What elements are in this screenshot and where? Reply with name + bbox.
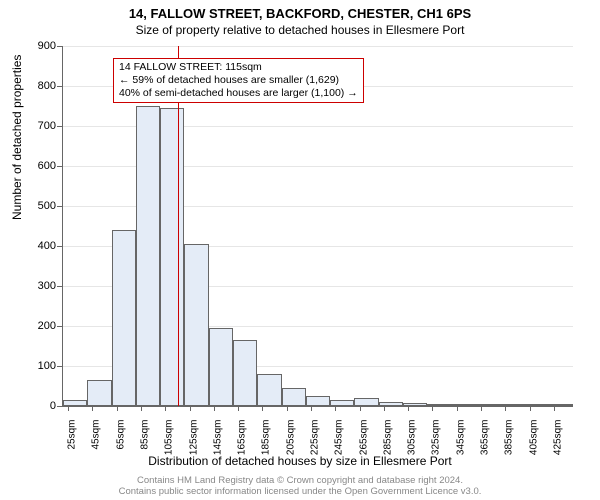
x-tick-label: 345sqm [455,420,466,464]
page-subtitle: Size of property relative to detached ho… [0,21,600,37]
page-title: 14, FALLOW STREET, BACKFORD, CHESTER, CH… [0,0,600,21]
annotation-line-3: 40% of semi-detached houses are larger (… [119,87,358,100]
x-tick-label: 105sqm [164,420,175,464]
x-tick-mark [432,406,433,411]
histogram-bar [87,380,111,406]
x-tick-mark [554,406,555,411]
x-tick-label: 245sqm [334,420,345,464]
x-tick-mark [68,406,69,411]
x-tick-mark [505,406,506,411]
y-tick-mark [57,86,62,87]
x-tick-mark [190,406,191,411]
x-tick-label: 405sqm [528,420,539,464]
y-tick-mark [57,326,62,327]
annotation-box: 14 FALLOW STREET: 115sqm ← 59% of detach… [113,58,364,103]
x-tick-mark [287,406,288,411]
x-tick-mark [214,406,215,411]
x-tick-mark [141,406,142,411]
histogram-bar [63,400,87,406]
x-tick-mark [481,406,482,411]
histogram-bar [549,404,573,406]
x-tick-label: 305sqm [407,420,418,464]
histogram-bar [476,404,500,406]
x-tick-mark [262,406,263,411]
x-tick-mark [408,406,409,411]
histogram-bar [257,374,281,406]
x-tick-label: 85sqm [139,420,150,464]
x-tick-label: 185sqm [261,420,272,464]
y-tick-label: 700 [32,120,56,132]
histogram-bar [184,244,208,406]
x-tick-mark [457,406,458,411]
annotation-line-2: ← 59% of detached houses are smaller (1,… [119,74,358,87]
x-tick-label: 25sqm [67,420,78,464]
histogram-bar [209,328,233,406]
x-tick-label: 45sqm [91,420,102,464]
histogram-bar [112,230,136,406]
y-tick-label: 0 [32,400,56,412]
y-tick-mark [57,206,62,207]
histogram-bar [403,403,427,406]
y-tick-mark [57,406,62,407]
footer-attribution: Contains HM Land Registry data © Crown c… [0,476,600,498]
x-tick-label: 65sqm [115,420,126,464]
histogram-bar [282,388,306,406]
y-tick-mark [57,366,62,367]
y-tick-mark [57,246,62,247]
histogram-bar [379,402,403,406]
x-tick-mark [335,406,336,411]
x-tick-label: 165sqm [237,420,248,464]
x-tick-label: 365sqm [479,420,490,464]
x-tick-mark [165,406,166,411]
x-tick-label: 265sqm [358,420,369,464]
x-tick-mark [530,406,531,411]
histogram-bar [500,404,524,406]
x-tick-mark [311,406,312,411]
y-tick-label: 500 [32,200,56,212]
x-tick-mark [360,406,361,411]
y-tick-label: 100 [32,360,56,372]
footer-line-2: Contains public sector information licen… [0,487,600,498]
x-tick-label: 385sqm [504,420,515,464]
x-tick-label: 145sqm [212,420,223,464]
x-tick-mark [238,406,239,411]
x-tick-label: 425sqm [552,420,563,464]
y-tick-label: 800 [32,80,56,92]
x-tick-mark [92,406,93,411]
y-tick-label: 900 [32,40,56,52]
y-tick-mark [57,166,62,167]
x-tick-mark [117,406,118,411]
histogram-bar [160,108,184,406]
y-axis-label: Number of detached properties [10,55,24,220]
y-tick-label: 600 [32,160,56,172]
histogram-bar [452,404,476,406]
y-tick-label: 200 [32,320,56,332]
y-tick-mark [57,286,62,287]
histogram-bar [136,106,160,406]
x-tick-label: 205sqm [285,420,296,464]
y-tick-mark [57,46,62,47]
histogram-chart: 14 FALLOW STREET: 115sqm ← 59% of detach… [62,46,573,407]
histogram-bar [330,400,354,406]
x-tick-label: 125sqm [188,420,199,464]
histogram-bar [306,396,330,406]
x-tick-label: 225sqm [309,420,320,464]
y-tick-mark [57,126,62,127]
x-tick-mark [384,406,385,411]
histogram-bar [233,340,257,406]
histogram-bar [354,398,378,406]
histogram-bar [524,404,548,406]
x-tick-label: 285sqm [382,420,393,464]
annotation-line-1: 14 FALLOW STREET: 115sqm [119,61,358,74]
grid-line [63,46,573,47]
y-tick-label: 400 [32,240,56,252]
x-tick-label: 325sqm [431,420,442,464]
y-tick-label: 300 [32,280,56,292]
histogram-bar [427,404,451,406]
